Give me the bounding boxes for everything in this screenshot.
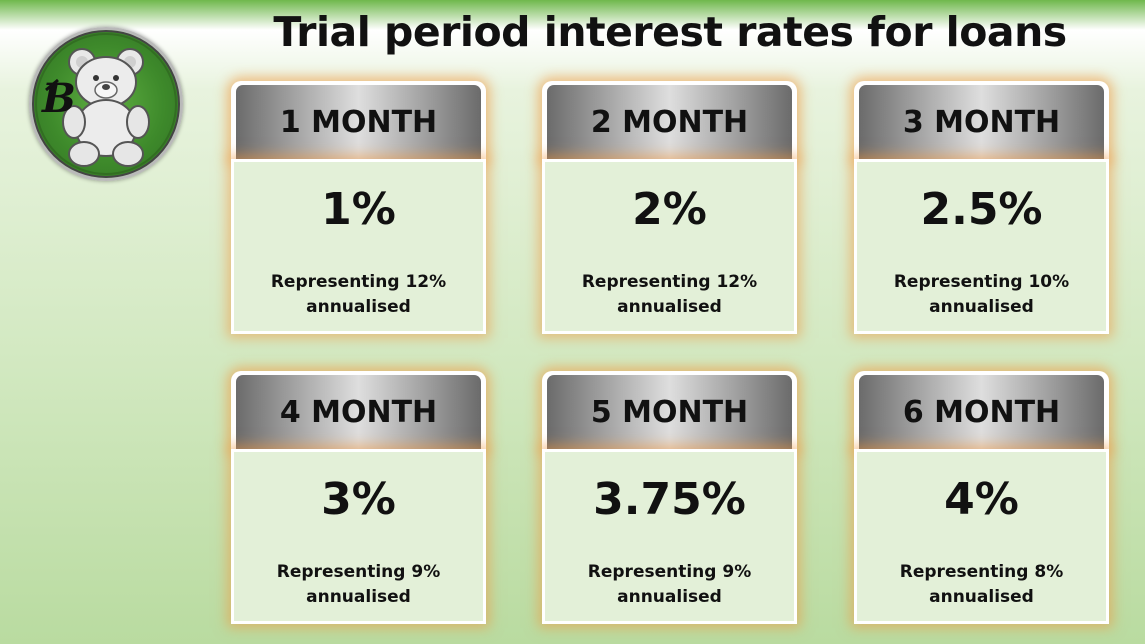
card-header: 5 MONTH xyxy=(542,371,797,449)
annualised-note-line1: Representing 10% xyxy=(893,272,1070,292)
annualised-note-line1: Representing 8% xyxy=(899,562,1064,582)
annualised-note: Representing 10% annualised xyxy=(857,270,1106,320)
annualised-note-line2: annualised xyxy=(617,297,722,317)
interest-rate: 3% xyxy=(321,474,396,525)
card-body: 4% Representing 8% annualised xyxy=(854,449,1109,624)
card-period-label: 6 MONTH xyxy=(902,394,1061,430)
interest-rate: 2% xyxy=(632,184,707,235)
rate-card-6-month: 6 MONTH 4% Representing 8% annualised xyxy=(854,371,1109,624)
card-header: 6 MONTH xyxy=(854,371,1109,449)
interest-rate: 3.75% xyxy=(593,474,746,525)
annualised-note-line1: Representing 9% xyxy=(587,562,752,582)
card-period-label: 2 MONTH xyxy=(590,104,749,140)
rate-card-1-month: 1 MONTH 1% Representing 12% annualised xyxy=(231,81,486,334)
card-period-label: 1 MONTH xyxy=(279,104,438,140)
interest-rate: 1% xyxy=(321,184,396,235)
card-body: 3% Representing 9% annualised xyxy=(231,449,486,624)
annualised-note: Representing 12% annualised xyxy=(545,270,794,320)
annualised-note-line1: Representing 12% xyxy=(270,272,447,292)
interest-rate: 2.5% xyxy=(920,184,1043,235)
annualised-note-line2: annualised xyxy=(306,297,411,317)
card-period-label: 5 MONTH xyxy=(590,394,749,430)
rate-card-4-month: 4 MONTH 3% Representing 9% annualised xyxy=(231,371,486,624)
annualised-note-line1: Representing 12% xyxy=(581,272,758,292)
teddy-bear-logo-icon: B xyxy=(29,27,183,181)
annualised-note: Representing 8% annualised xyxy=(857,560,1106,610)
svg-text:B: B xyxy=(41,75,76,122)
interest-rate: 4% xyxy=(944,474,1019,525)
card-body: 1% Representing 12% annualised xyxy=(231,159,486,334)
rate-card-5-month: 5 MONTH 3.75% Representing 9% annualised xyxy=(542,371,797,624)
annualised-note-line2: annualised xyxy=(306,587,411,607)
card-period-label: 3 MONTH xyxy=(902,104,1061,140)
annualised-note: Representing 9% annualised xyxy=(545,560,794,610)
card-header: 1 MONTH xyxy=(231,81,486,159)
card-header: 4 MONTH xyxy=(231,371,486,449)
annualised-note-line2: annualised xyxy=(929,587,1034,607)
card-header: 2 MONTH xyxy=(542,81,797,159)
page-title: Trial period interest rates for loans xyxy=(273,8,1067,56)
card-body: 3.75% Representing 9% annualised xyxy=(542,449,797,624)
annualised-note-line2: annualised xyxy=(929,297,1034,317)
rate-card-2-month: 2 MONTH 2% Representing 12% annualised xyxy=(542,81,797,334)
card-period-label: 4 MONTH xyxy=(279,394,438,430)
rate-card-3-month: 3 MONTH 2.5% Representing 10% annualised xyxy=(854,81,1109,334)
annualised-note: Representing 12% annualised xyxy=(234,270,483,320)
annualised-note-line1: Representing 9% xyxy=(276,562,441,582)
annualised-note: Representing 9% annualised xyxy=(234,560,483,610)
annualised-note-line2: annualised xyxy=(617,587,722,607)
card-body: 2% Representing 12% annualised xyxy=(542,159,797,334)
card-body: 2.5% Representing 10% annualised xyxy=(854,159,1109,334)
card-header: 3 MONTH xyxy=(854,81,1109,159)
